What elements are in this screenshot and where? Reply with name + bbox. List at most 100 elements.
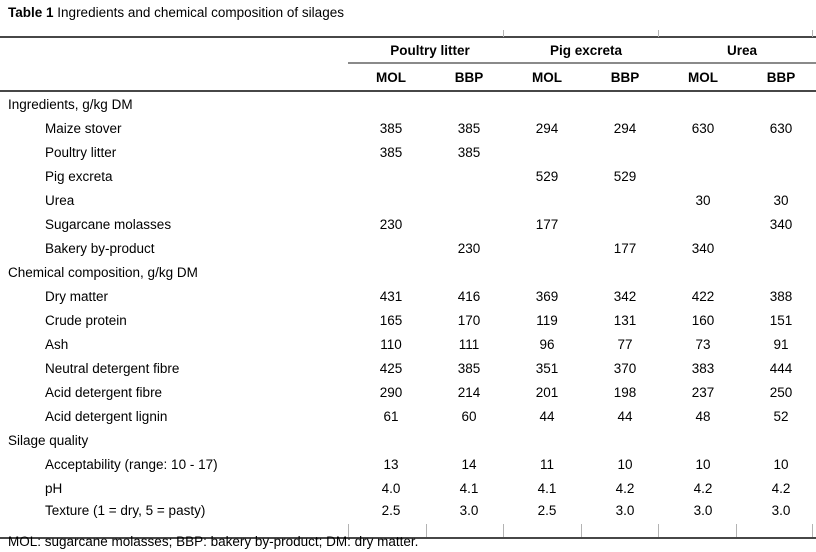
row-label: Maize stover — [45, 120, 122, 136]
cell-value: 385 — [379, 144, 403, 160]
cell-value: 2.5 — [504, 500, 583, 539]
cell-value: 3.0 — [582, 500, 661, 539]
rule-tick — [812, 30, 813, 37]
cell-value — [426, 164, 504, 188]
cell-value: 160 — [691, 312, 715, 328]
cell-value: 3.0 — [426, 500, 505, 539]
cell-value: 201 — [535, 384, 559, 400]
rule-tick — [812, 524, 813, 537]
table-row: Texture (1 = dry, 5 = pasty) 2.5 3.0 2.5 3.0… — [0, 500, 816, 539]
row-label: Urea — [45, 192, 75, 208]
subheader-row: MOL BBP MOL BBP MOL BBP — [0, 63, 816, 92]
cell-value — [348, 91, 426, 116]
cell-value: 4.0 — [381, 480, 401, 496]
cell-value — [504, 140, 582, 164]
cell-value — [504, 260, 582, 284]
table-row: Acceptability (range: 10 - 17) 13 14 11 10 10… — [0, 452, 816, 476]
row-label: Sugarcane molasses — [45, 216, 172, 232]
cell-value — [582, 140, 660, 164]
cell-value: 131 — [613, 312, 637, 328]
cell-value — [504, 236, 582, 260]
cell-value: 151 — [769, 312, 793, 328]
cell-value: 4.2 — [771, 480, 791, 496]
subheader-cell: BBP — [582, 63, 661, 92]
cell-value: 198 — [613, 384, 637, 400]
table-body: Ingredients, g/kg DM Maize stover 385 385 29… — [0, 91, 816, 539]
cell-value: 73 — [695, 336, 711, 352]
cell-value: 4.2 — [615, 480, 635, 496]
cell-value — [738, 164, 816, 188]
row-label: Acid detergent lignin — [45, 408, 168, 424]
cell-value: 3.0 — [660, 500, 739, 539]
row-label: Pig excreta — [45, 168, 113, 184]
rule-tick — [503, 524, 504, 537]
cell-value: 370 — [613, 360, 637, 376]
cell-value: 383 — [691, 360, 715, 376]
row-label: Acceptability (range: 10 - 17) — [45, 456, 218, 472]
subheader-cell: MOL — [660, 63, 739, 92]
cell-value — [582, 260, 660, 284]
cell-value: 230 — [379, 216, 403, 232]
rule-tick — [581, 524, 582, 537]
cell-value: 165 — [379, 312, 403, 328]
rule-tick — [426, 524, 427, 537]
row-label: Dry matter — [45, 288, 109, 304]
table-caption: Table 1 Ingredients and chemical composi… — [8, 4, 344, 22]
table-caption-number: Table 1 — [8, 5, 54, 20]
table-row: Pig excreta 529 529 — [0, 164, 816, 188]
cell-value: 111 — [458, 336, 480, 352]
cell-value: 294 — [535, 120, 559, 136]
table-row: Acid detergent fibre 290 214 201 198 237 250 — [0, 380, 816, 404]
cell-value: 10 — [617, 456, 633, 472]
cell-value: 30 — [773, 192, 789, 208]
table-row: Ingredients, g/kg DM — [0, 91, 816, 116]
cell-value — [738, 236, 816, 260]
cell-value: 3.0 — [738, 500, 816, 539]
table-row: Urea 30 30 — [0, 188, 816, 212]
cell-value: 4.1 — [459, 480, 479, 496]
cell-value — [426, 188, 504, 212]
rule-tick — [736, 524, 737, 537]
cell-value — [738, 260, 816, 284]
cell-value: 13 — [383, 456, 399, 472]
cell-value: 529 — [535, 168, 559, 184]
cell-value — [426, 260, 504, 284]
row-label: Silage quality — [8, 432, 89, 448]
cell-value: 30 — [695, 192, 711, 208]
row-label: Acid detergent fibre — [45, 384, 163, 400]
cell-value: 10 — [773, 456, 789, 472]
cell-value — [348, 164, 426, 188]
table-row: Bakery by-product 230 177 340 — [0, 236, 816, 260]
column-group-poultry-litter: Poultry litter — [348, 37, 505, 64]
cell-value: 61 — [383, 408, 399, 424]
table-row: Crude protein 165 170 119 131 160 151 — [0, 308, 816, 332]
cell-value — [660, 428, 738, 452]
cell-value: 48 — [695, 408, 711, 424]
cell-value: 385 — [379, 120, 403, 136]
data-table: Poultry litter Pig excreta Urea MOL BBP … — [0, 36, 816, 539]
table-row: Chemical composition, g/kg DM — [0, 260, 816, 284]
cell-value: 4.2 — [693, 480, 713, 496]
cell-value — [582, 91, 660, 116]
cell-value: 60 — [461, 408, 477, 424]
rule-tick — [348, 524, 349, 537]
cell-value: 422 — [691, 288, 715, 304]
column-group-pig-excreta: Pig excreta — [504, 37, 661, 64]
cell-value — [504, 428, 582, 452]
cell-value: 44 — [617, 408, 633, 424]
table-row: Maize stover 385 385 294 294 630 630 — [0, 116, 816, 140]
cell-value: 630 — [691, 120, 715, 136]
footnote: MOL: sugarcane molasses; BBP: bakery by-… — [8, 534, 419, 549]
cell-value — [738, 428, 816, 452]
cell-value — [348, 236, 426, 260]
table-row: Acid detergent lignin 61 60 44 44 48 52 — [0, 404, 816, 428]
row-label: Ingredients, g/kg DM — [8, 96, 133, 112]
cell-value — [504, 91, 582, 116]
cell-value: 385 — [457, 360, 481, 376]
cell-value — [660, 140, 738, 164]
cell-value — [504, 188, 582, 212]
cell-value: 44 — [539, 408, 555, 424]
header-stub-cell — [0, 37, 348, 63]
cell-value: 340 — [691, 240, 715, 256]
rule-tick — [658, 524, 659, 537]
